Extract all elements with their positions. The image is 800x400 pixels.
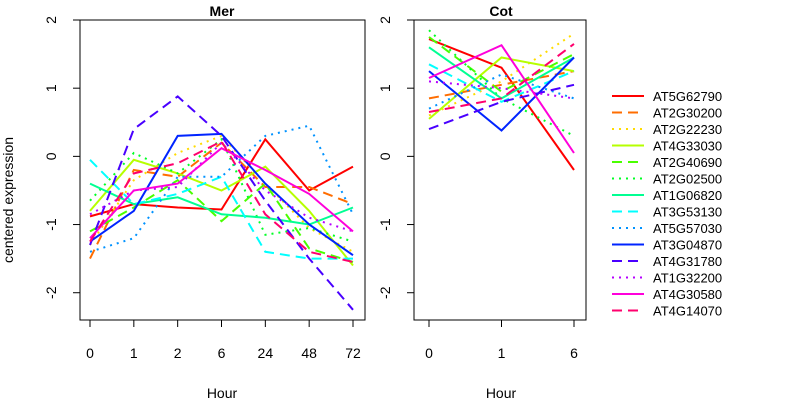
mer-title: Mer bbox=[210, 3, 235, 19]
legend-label-at3g04870: AT3G04870 bbox=[653, 238, 722, 253]
legend-label-at4g30580: AT4G30580 bbox=[653, 287, 722, 302]
cot-y-tick-label: -2 bbox=[377, 286, 393, 299]
cot-panel: Cot 0 1 6 -2 -1 0 1 2 Hour bbox=[377, 3, 587, 400]
legend-label-at4g33030: AT4G33030 bbox=[653, 139, 722, 154]
legend-label-at2g40690: AT2G40690 bbox=[653, 155, 722, 170]
mer-x-tick-label: 72 bbox=[345, 345, 361, 361]
legend-label-at2g22230: AT2G22230 bbox=[653, 122, 722, 137]
legend-label-at1g06820: AT1G06820 bbox=[653, 188, 722, 203]
legend-label-at2g02500: AT2G02500 bbox=[653, 172, 722, 187]
cot-series-at2g30200 bbox=[428, 70, 575, 100]
cot-y-tick-label: -1 bbox=[377, 218, 393, 231]
mer-series-at3g04870 bbox=[89, 132, 354, 257]
mer-series-lines bbox=[89, 95, 354, 311]
legend-label-at1g32200: AT1G32200 bbox=[653, 271, 722, 286]
legend-label-at5g62790: AT5G62790 bbox=[653, 89, 722, 104]
mer-x-tick-label: 24 bbox=[258, 345, 274, 361]
cot-series-at3g04870 bbox=[428, 56, 575, 132]
mer-x-tick-label: 1 bbox=[130, 345, 138, 361]
cot-series-lines bbox=[428, 29, 575, 171]
cot-title: Cot bbox=[489, 3, 513, 19]
mer-y-tick-label: -1 bbox=[43, 218, 59, 231]
mer-x-axis-label: Hour bbox=[207, 385, 238, 400]
cot-x-axis-label: Hour bbox=[486, 385, 517, 400]
cot-series-at2g40690 bbox=[428, 36, 575, 93]
mer-series-at2g02500 bbox=[89, 137, 354, 243]
mer-series-at2g40690 bbox=[89, 178, 354, 263]
legend-label-at4g31780: AT4G31780 bbox=[653, 254, 722, 269]
cot-x-ticks: 0 1 6 bbox=[425, 319, 578, 361]
mer-y-ticks: -2 -1 0 1 2 bbox=[43, 16, 81, 299]
y-axis-label: centered expression bbox=[0, 137, 16, 263]
mer-y-tick-label: 1 bbox=[43, 84, 59, 92]
legend-label-at3g53130: AT3G53130 bbox=[653, 205, 722, 220]
cot-series-at5g62790 bbox=[428, 38, 575, 171]
cot-y-tick-label: 1 bbox=[377, 84, 393, 92]
mer-x-tick-label: 48 bbox=[301, 345, 317, 361]
mer-y-tick-label: 2 bbox=[43, 16, 59, 24]
legend-label-at5g57030: AT5G57030 bbox=[653, 221, 722, 236]
mer-series-at4g33030 bbox=[89, 158, 354, 267]
mer-x-tick-label: 6 bbox=[218, 345, 226, 361]
cot-y-tick-label: 0 bbox=[377, 152, 393, 160]
legend-label-at2g30200: AT2G30200 bbox=[653, 106, 722, 121]
cot-series-at4g30580 bbox=[428, 43, 575, 154]
cot-x-tick-label: 0 bbox=[425, 345, 433, 361]
mer-panel: Mer 0 1 2 6 24 48 72 -2 -1 0 1 2 Hour bbox=[43, 3, 366, 400]
cot-series-at4g31780 bbox=[428, 83, 575, 131]
cot-y-tick-label: 2 bbox=[377, 16, 393, 24]
mer-series-at4g14070 bbox=[89, 140, 354, 263]
cot-series-at4g14070 bbox=[428, 43, 575, 113]
mer-x-tick-label: 2 bbox=[174, 345, 182, 361]
cot-y-ticks: -2 -1 0 1 2 bbox=[377, 16, 415, 299]
mer-y-tick-label: 0 bbox=[43, 152, 59, 160]
legend-label-at4g14070: AT4G14070 bbox=[653, 304, 722, 319]
mer-series-at2g22230 bbox=[89, 134, 354, 253]
cot-x-tick-label: 6 bbox=[570, 345, 578, 361]
mer-x-ticks: 0 1 2 6 24 48 72 bbox=[86, 319, 361, 361]
mer-series-at4g30580 bbox=[89, 147, 354, 239]
legend: AT5G62790AT2G30200AT2G22230AT4G33030AT2G… bbox=[612, 89, 722, 319]
mer-series-at4g31780 bbox=[89, 95, 354, 311]
cot-x-tick-label: 1 bbox=[498, 345, 506, 361]
mer-y-tick-label: -2 bbox=[43, 286, 59, 299]
mer-x-tick-label: 0 bbox=[86, 345, 94, 361]
